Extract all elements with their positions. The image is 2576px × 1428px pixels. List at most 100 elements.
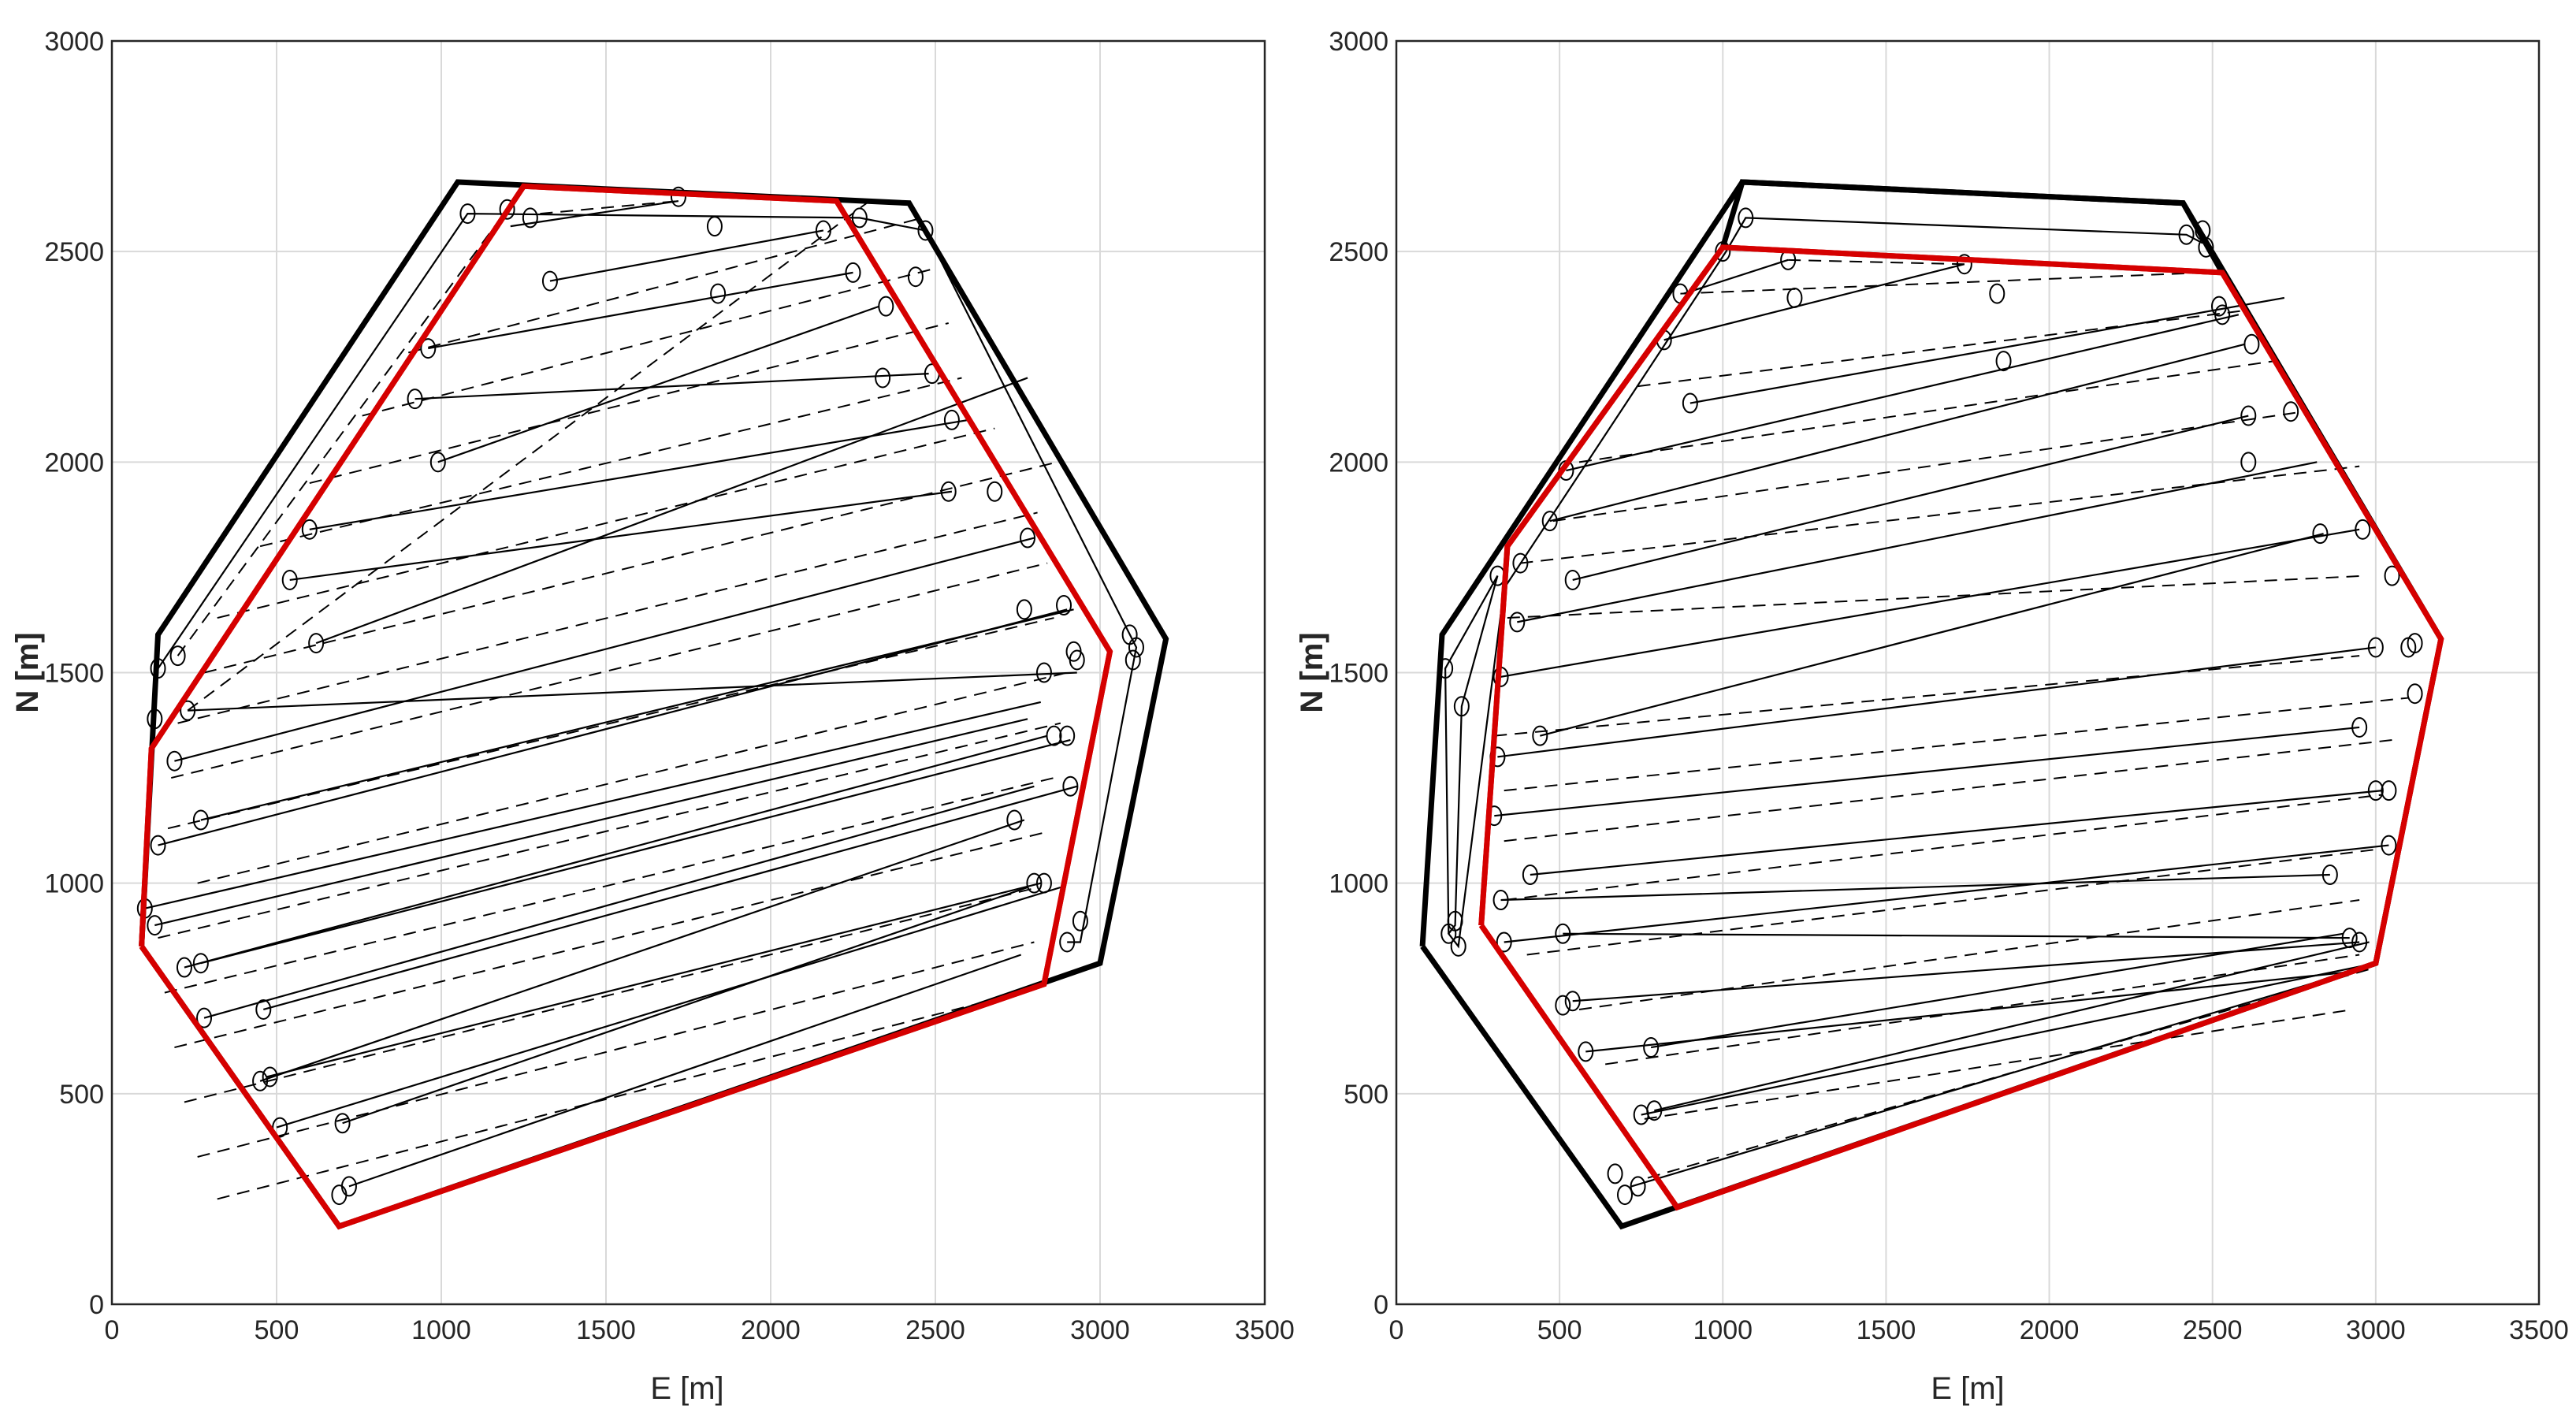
waypoint-marker <box>255 998 272 1020</box>
dashed-track-line <box>1578 360 2275 463</box>
dashed-track-line <box>197 671 1068 884</box>
dashed-track-line <box>167 617 1054 830</box>
waypoint-marker <box>1016 599 1032 620</box>
waypoint-marker <box>2351 716 2368 738</box>
waypoint-marker <box>2355 519 2371 540</box>
outer-boundary <box>1719 179 2225 274</box>
waypoint-marker <box>499 199 515 220</box>
waypoint-marker <box>2321 864 2338 885</box>
dashed-track-line <box>407 217 923 354</box>
x-tick-label: 1500 <box>1857 1315 1916 1345</box>
waypoint-marker <box>1026 872 1043 894</box>
waypoint-marker <box>2240 405 2257 426</box>
dashed-track-line <box>177 209 508 656</box>
solid-track-line <box>1530 790 2383 876</box>
dashed-track-line <box>1504 738 2392 842</box>
y-tick-label: 2500 <box>1329 237 1388 267</box>
dashed-track-line <box>184 887 1038 1103</box>
solid-track-line <box>1540 533 2324 737</box>
solid-track-line <box>1549 343 2246 522</box>
waypoint-marker <box>2341 928 2358 949</box>
axes-frame <box>110 39 1266 1306</box>
waypoint-marker <box>1555 995 1571 1016</box>
waypoint-marker <box>1956 254 1972 275</box>
waypoint-marker <box>1738 207 1754 229</box>
waypoint-marker <box>2312 523 2329 545</box>
waypoint-marker <box>147 708 163 730</box>
y-tick-label: 2500 <box>44 237 104 267</box>
x-tick-label: 3500 <box>2509 1315 2569 1345</box>
waypoint-marker <box>1072 910 1088 932</box>
waypoint-marker <box>1512 552 1529 574</box>
inner-boundary-top <box>1478 244 2444 1211</box>
solid-track-line <box>276 886 1061 1129</box>
dashed-track-line <box>540 200 679 215</box>
solid-track-line <box>309 418 968 530</box>
waypoint-marker <box>1509 612 1526 633</box>
x-tick-label: 2000 <box>741 1315 801 1345</box>
waypoint-marker <box>192 953 209 974</box>
solid-track-line <box>1497 646 2376 758</box>
outer-boundary <box>1419 179 2444 1230</box>
waypoint-marker <box>1059 725 1076 746</box>
waypoint-marker <box>2384 565 2400 586</box>
waypoint-marker <box>1440 923 1457 944</box>
waypoint-marker <box>1062 775 1079 797</box>
waypoint-marker <box>1541 511 1558 532</box>
x-tick-label: 500 <box>1537 1315 1582 1345</box>
waypoint-marker <box>1059 932 1076 953</box>
waypoint-marker <box>1450 935 1466 957</box>
solid-track-line <box>1630 966 2366 1188</box>
solid-track-line <box>158 608 1068 846</box>
waypoint-marker <box>1995 351 2012 372</box>
waypoint-marker <box>1646 1100 1663 1121</box>
dashed-track-line <box>1552 411 2304 522</box>
solid-track-line <box>174 537 1035 762</box>
waypoint-marker <box>987 481 1003 502</box>
waypoint-marker <box>1989 283 2005 304</box>
x-tick-label: 2500 <box>905 1315 965 1345</box>
x-tick-label: 1000 <box>411 1315 471 1345</box>
dashed-track-line <box>1507 575 2366 619</box>
waypoint-marker <box>1786 287 1803 308</box>
waypoint-marker <box>1006 809 1023 831</box>
y-tick-label: 2000 <box>1329 448 1388 478</box>
waypoint-marker <box>1035 872 1052 894</box>
waypoint-marker <box>1035 662 1052 683</box>
y-tick-label: 0 <box>89 1290 104 1320</box>
solid-track-line <box>414 373 929 400</box>
waypoint-marker <box>150 658 166 679</box>
waypoint-marker <box>169 645 186 667</box>
waypoint-marker <box>1056 595 1072 616</box>
dashed-track-line <box>1578 899 2360 1010</box>
left-plot: 0 500 1000 1500 2000 2500 3000 3500 0 500 1000 1500… <box>10 27 1295 1406</box>
waypoint-marker <box>340 1176 357 1197</box>
dashed-track-line <box>197 941 1035 1158</box>
waypoint-marker <box>196 1007 213 1028</box>
solid-track-line <box>144 701 1042 909</box>
waypoint-marker <box>2243 333 2260 355</box>
inner-boundary-top <box>139 183 1113 1230</box>
solid-track-line <box>549 229 824 282</box>
solid-track-line <box>259 819 1025 1082</box>
waypoint-marker <box>308 633 325 654</box>
x-tick-label: 3000 <box>1070 1315 1130 1345</box>
solid-track-line <box>1500 528 2360 678</box>
waypoint-marker <box>1046 725 1062 746</box>
x-tick-label: 500 <box>255 1315 299 1345</box>
waypoint-marker <box>2381 835 2397 856</box>
waypoint-marker <box>1453 696 1470 717</box>
x-tick-label: 0 <box>105 1315 120 1345</box>
x-axis-label: E [m] <box>1931 1371 2004 1406</box>
waypoint-marker <box>2240 452 2257 473</box>
waypoint-marker <box>180 700 196 721</box>
x-tick-label: 0 <box>1389 1315 1404 1345</box>
solid-track-line <box>262 785 1078 1011</box>
waypoint-marker <box>252 1070 269 1091</box>
dashed-track-line <box>164 777 1054 994</box>
y-tick-label: 1500 <box>44 659 104 689</box>
waypoint-marker <box>2367 780 2384 801</box>
solid-track-line <box>1563 932 2350 939</box>
waypoint-marker <box>940 481 957 502</box>
